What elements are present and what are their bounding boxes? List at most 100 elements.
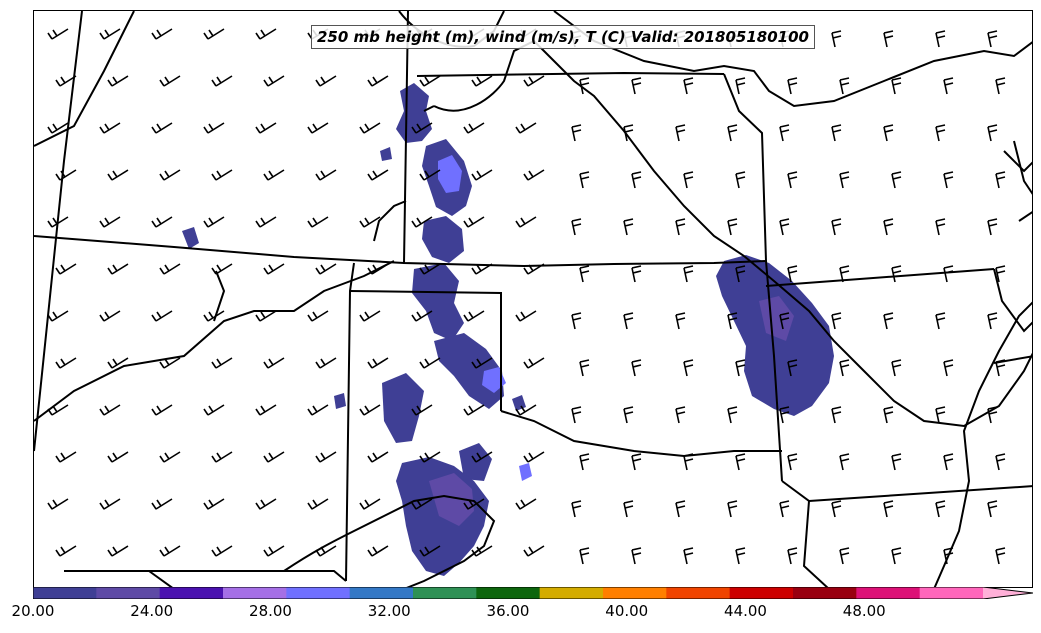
wind-barb [571,312,582,330]
wind-barb [203,310,225,322]
wind-barb [107,357,129,369]
wind-barb [211,545,233,557]
wind-barb [263,451,285,463]
wind-barb [471,545,493,557]
wind-barb [211,263,233,275]
wind-barb [315,451,337,463]
wind-barb [515,216,537,228]
wind-barb [995,359,1006,377]
wind-barb [211,169,233,181]
wind-barb [523,545,545,557]
temperature-shading-mid [429,296,794,526]
wind-barb [779,500,790,518]
wind-barb [735,77,746,95]
wind-barb [623,124,634,142]
wind-barb [779,218,790,236]
wind-barb [839,265,850,283]
wind-barb [359,122,381,134]
wind-barb [727,218,738,236]
wind-barb [159,545,181,557]
wind-barb [411,122,433,134]
wind-barb [987,406,998,424]
wind-barb [151,122,173,134]
colorbar-tick-label: 32.00 [367,602,411,620]
wind-barb [675,500,686,518]
wind-barb [47,216,69,228]
wind-barb [831,124,842,142]
wind-barb [255,28,277,40]
wind-barb [631,359,642,377]
wind-barb [623,406,634,424]
wind-barb [523,169,545,181]
wind-barb [263,545,285,557]
wind-barb [623,218,634,236]
wind-barb [159,263,181,275]
map-canvas [34,11,1032,587]
wind-barb [263,263,285,275]
wind-barb [891,359,902,377]
wind-barb [471,451,493,463]
colorbar-segment [919,587,984,599]
wind-barb [523,263,545,275]
wind-barb [683,547,694,565]
wind-barb [307,122,329,134]
wind-barb [151,498,173,510]
wind-barb [315,545,337,557]
wind-barb [419,451,441,463]
wind-barb [99,498,121,510]
wind-barb [107,545,129,557]
wind-barb [307,498,329,510]
colorbar-segment [413,587,477,599]
wind-barb [315,263,337,275]
wind-barb [995,265,1006,283]
wind-barb [683,77,694,95]
colorbar-segment [286,587,351,599]
wind-barbs [47,28,1006,565]
wind-barb [935,500,946,518]
wind-barb [463,216,485,228]
wind-barb [359,404,381,416]
wind-barb [831,500,842,518]
wind-barb [107,169,129,181]
wind-barb [367,169,389,181]
wind-barb [523,357,545,369]
wind-barb [359,498,381,510]
wind-barb [839,77,850,95]
colorbar-tick-label: 44.00 [724,602,767,620]
colorbar-extension [983,587,1033,599]
colorbar [33,587,1033,599]
wind-barb [779,312,790,330]
wind-barb [307,404,329,416]
wind-barb [571,406,582,424]
wind-barb [891,77,902,95]
wind-barb [631,453,642,471]
wind-barb [995,547,1006,565]
wind-barb [935,30,946,48]
wind-barb [631,265,642,283]
wind-barb [515,122,537,134]
wind-barb [683,171,694,189]
wind-barb [831,312,842,330]
wind-barb [55,451,77,463]
wind-barb [159,169,181,181]
colorbar-tick-label: 20.00 [11,602,55,620]
wind-barb [727,500,738,518]
wind-barb [675,124,686,142]
wind-barb [515,404,537,416]
wind-barb [623,500,634,518]
wind-barb [675,406,686,424]
colorbar-segment [349,587,414,599]
wind-barb [471,75,493,87]
wind-barb [463,404,485,416]
wind-barb [255,310,277,322]
wind-barb [935,218,946,236]
wind-barb [787,547,798,565]
temperature-shading [182,83,834,576]
colorbar-segment [96,587,161,599]
wind-barb [735,547,746,565]
wind-barb [995,77,1006,95]
map-panel: 250 mb height (m), wind (m/s), T (C) Val… [33,10,1033,588]
wind-barb [151,28,173,40]
colorbar-segment [159,587,224,599]
wind-barb [943,171,954,189]
